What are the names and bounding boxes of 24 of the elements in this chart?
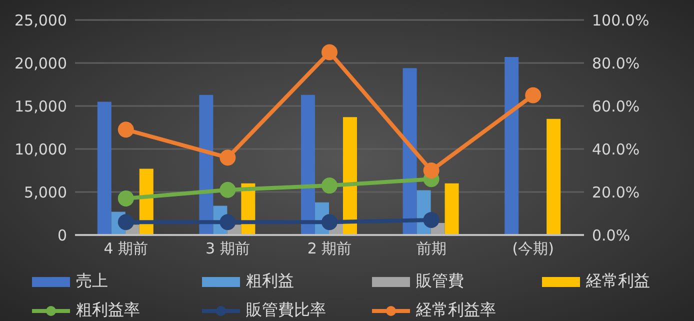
y-tick-label: 15,000 bbox=[14, 97, 67, 116]
legend-label: 粗利益 bbox=[246, 271, 294, 292]
y2-tick-label: 0.0% bbox=[592, 226, 630, 244]
y-tick-label: 20,000 bbox=[14, 54, 67, 72]
y-tick-label: 0 bbox=[57, 226, 67, 244]
x-tick-label: (今期) bbox=[512, 240, 554, 258]
y-tick-label: 10,000 bbox=[14, 140, 67, 158]
legend-label: 経常利益 bbox=[586, 271, 650, 292]
y2-tick-label: 80.0% bbox=[592, 54, 640, 72]
legend-label: 粗利益率 bbox=[76, 300, 140, 321]
legend-label: 経常利益率 bbox=[416, 300, 496, 321]
x-tick-label: 2 期前 bbox=[307, 240, 352, 258]
legend-label: 販管費比率 bbox=[246, 300, 326, 321]
legend-label: 売上 bbox=[76, 271, 108, 292]
y2-tick-label: 100.0% bbox=[592, 11, 650, 30]
y2-tick-label: 40.0% bbox=[592, 140, 640, 158]
x-tick-label: 4 期前 bbox=[104, 240, 148, 258]
legend-label: 販管費 bbox=[416, 271, 464, 292]
x-tick-label: 3 期前 bbox=[206, 240, 250, 258]
x-tick-label: 前期 bbox=[416, 240, 446, 258]
y2-tick-label: 20.0% bbox=[592, 183, 640, 202]
y2-tick-label: 60.0% bbox=[592, 97, 640, 116]
y-tick-label: 25,000 bbox=[14, 11, 67, 30]
y-tick-label: 5,000 bbox=[24, 183, 67, 202]
